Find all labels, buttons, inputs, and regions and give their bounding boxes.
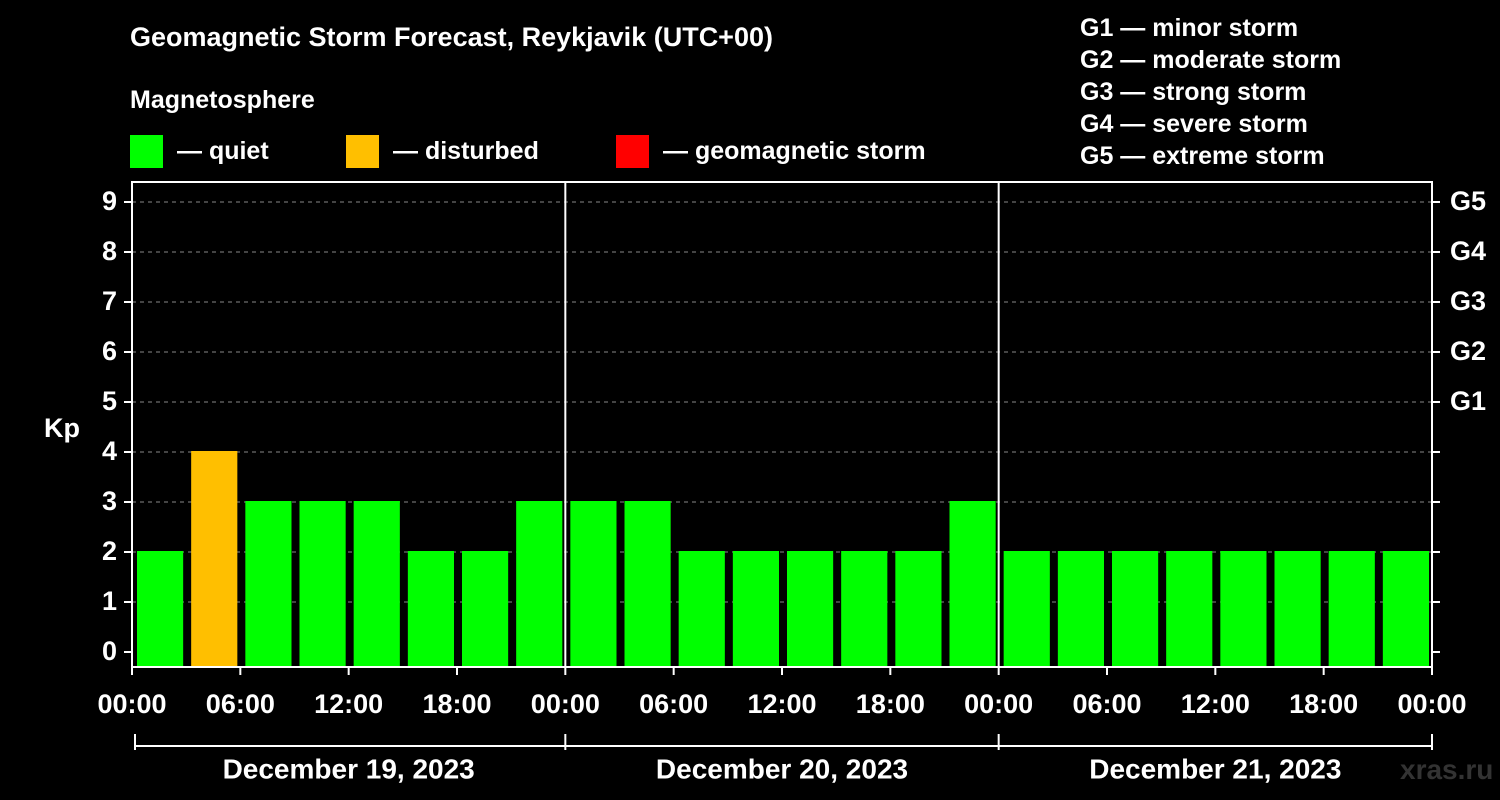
- bar-18: [1112, 551, 1159, 667]
- ytick-label-7: 7: [102, 286, 117, 316]
- ytick-label-9: 9: [102, 186, 117, 216]
- legend-label-storm: — geomagnetic storm: [663, 136, 926, 165]
- xtick-label-3: 18:00: [422, 689, 491, 719]
- bar-7: [516, 501, 563, 667]
- xtick-label-4: 00:00: [531, 689, 600, 719]
- legend-label-disturbed: — disturbed: [393, 136, 539, 165]
- xtick-label-11: 18:00: [1289, 689, 1358, 719]
- y-axis-label: Kp: [44, 413, 80, 443]
- xtick-label-5: 06:00: [639, 689, 708, 719]
- g-scale-item-g4: G4 — severe storm: [1080, 110, 1308, 138]
- bar-8: [570, 501, 617, 667]
- bar-11: [732, 551, 779, 667]
- xtick-label-10: 12:00: [1181, 689, 1250, 719]
- bar-14: [895, 551, 942, 667]
- legend-swatch-storm: [616, 134, 649, 168]
- watermark: xras.ru: [1400, 754, 1494, 785]
- bar-2: [245, 501, 292, 667]
- bar-3: [299, 501, 346, 667]
- g-label-g1: G1: [1450, 386, 1486, 416]
- xtick-label-2: 12:00: [314, 689, 383, 719]
- g-label-g5: G5: [1450, 186, 1486, 216]
- legend-heading: Magnetosphere: [130, 86, 315, 114]
- bar-17: [1057, 551, 1104, 667]
- xtick-label-9: 06:00: [1072, 689, 1141, 719]
- day-label-1: December 20, 2023: [656, 753, 908, 784]
- bar-20: [1220, 551, 1267, 667]
- g-label-g2: G2: [1450, 336, 1486, 366]
- legend-swatch-disturbed: [346, 134, 379, 168]
- bar-23: [1382, 551, 1429, 667]
- legend-item-quiet: — quiet: [130, 134, 269, 168]
- xtick-label-6: 12:00: [747, 689, 816, 719]
- xtick-label-12: 00:00: [1397, 689, 1466, 719]
- bar-1: [191, 451, 238, 667]
- day-label-2: December 21, 2023: [1089, 753, 1341, 784]
- bar-10: [678, 551, 725, 667]
- legend-label-quiet: — quiet: [177, 136, 269, 165]
- bar-19: [1166, 551, 1213, 667]
- xtick-label-1: 06:00: [206, 689, 275, 719]
- xtick-label-0: 00:00: [97, 689, 166, 719]
- day-label-0: December 19, 2023: [223, 753, 475, 784]
- legend-item-disturbed: — disturbed: [346, 134, 539, 168]
- ytick-label-3: 3: [102, 486, 117, 516]
- ytick-label-0: 0: [102, 636, 117, 666]
- ytick-label-2: 2: [102, 536, 117, 566]
- bar-21: [1274, 551, 1321, 667]
- bar-4: [353, 501, 400, 667]
- g-scale-item-g3: G3 — strong storm: [1080, 78, 1307, 106]
- bar-16: [1003, 551, 1050, 667]
- xtick-label-7: 18:00: [856, 689, 925, 719]
- bar-0: [137, 551, 184, 667]
- g-scale-item-g5: G5 — extreme storm: [1080, 142, 1325, 170]
- bar-12: [787, 551, 834, 667]
- ytick-label-1: 1: [102, 586, 117, 616]
- g-label-g3: G3: [1450, 286, 1486, 316]
- g-scale-legend: G1 — minor storm G2 — moderate storm G3 …: [1080, 12, 1341, 172]
- bar-22: [1328, 551, 1375, 667]
- ytick-label-5: 5: [102, 386, 117, 416]
- g-scale-item-g2: G2 — moderate storm: [1080, 46, 1342, 74]
- legend-swatch-quiet: [130, 134, 163, 168]
- g-label-g4: G4: [1450, 236, 1486, 266]
- bar-15: [949, 501, 996, 667]
- xtick-label-8: 00:00: [964, 689, 1033, 719]
- bar-6: [462, 551, 509, 667]
- g-scale-item-g1: G1 — minor storm: [1080, 14, 1299, 42]
- bar-5: [407, 551, 454, 667]
- ytick-label-4: 4: [102, 436, 117, 466]
- bar-13: [841, 551, 888, 667]
- bar-9: [624, 501, 671, 667]
- ytick-label-8: 8: [102, 236, 117, 266]
- ytick-label-6: 6: [102, 336, 117, 366]
- chart-title: Geomagnetic Storm Forecast, Reykjavik (U…: [130, 22, 773, 52]
- legend-item-storm: — geomagnetic storm: [616, 134, 926, 168]
